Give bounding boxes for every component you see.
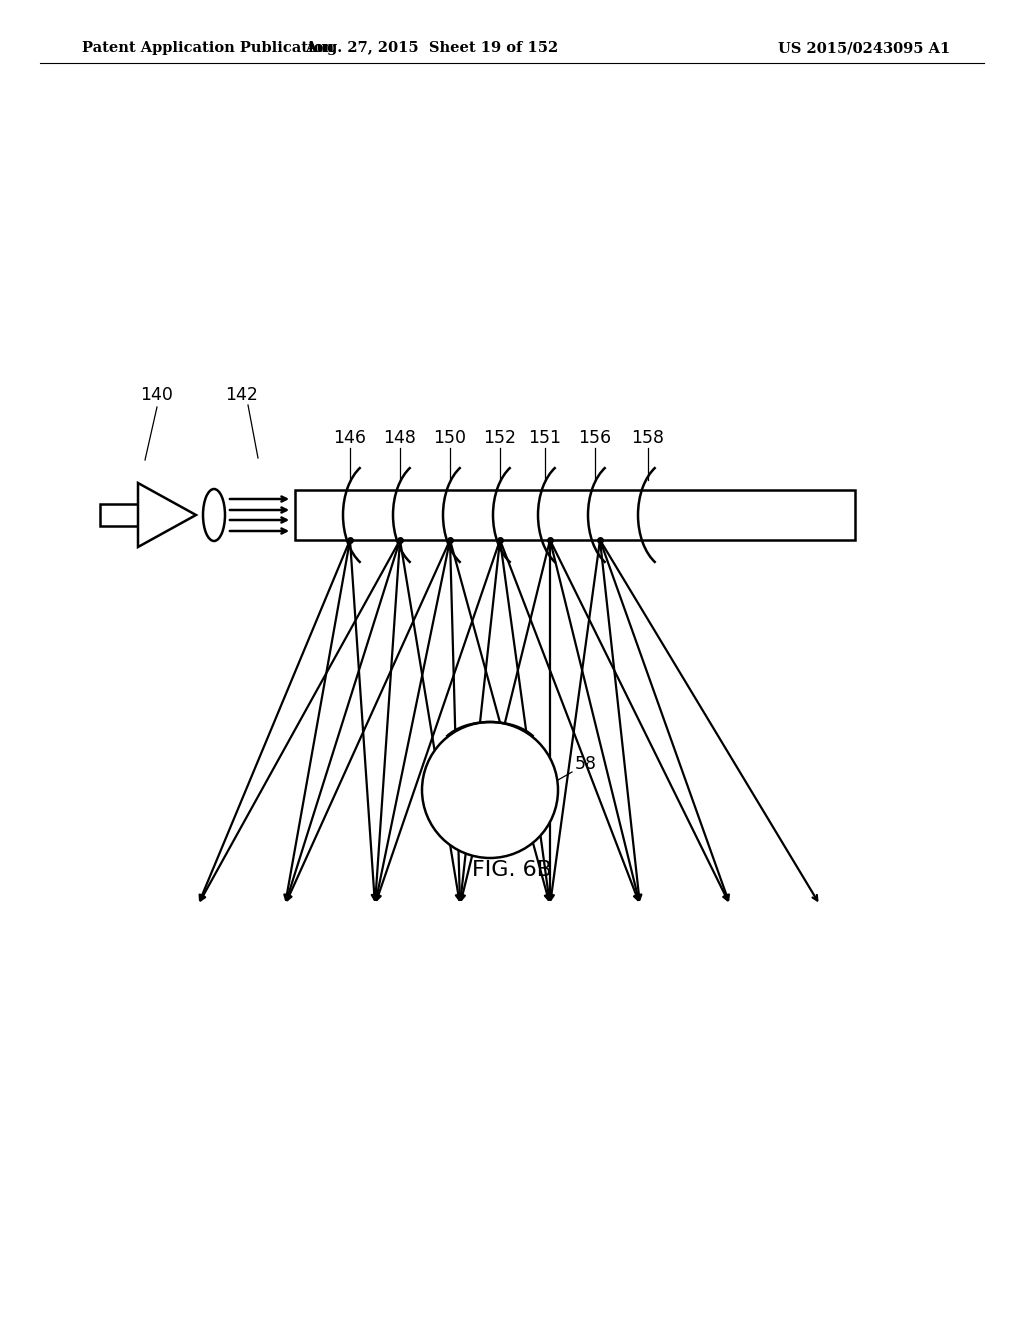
- Text: 158: 158: [632, 429, 665, 447]
- Bar: [100, 504, 138, 525]
- Text: 142: 142: [225, 385, 258, 404]
- Text: 152: 152: [483, 429, 516, 447]
- Bar: [295, 490, 855, 540]
- Text: 140: 140: [140, 385, 173, 404]
- Text: 58: 58: [575, 755, 597, 774]
- Polygon shape: [138, 483, 196, 546]
- Text: 150: 150: [433, 429, 467, 447]
- Text: FIG. 6B: FIG. 6B: [472, 861, 552, 880]
- Text: Patent Application Publication: Patent Application Publication: [82, 41, 334, 55]
- Text: 148: 148: [384, 429, 417, 447]
- Circle shape: [422, 722, 558, 858]
- Text: US 2015/0243095 A1: US 2015/0243095 A1: [778, 41, 950, 55]
- Text: 156: 156: [579, 429, 611, 447]
- Text: 146: 146: [334, 429, 367, 447]
- Text: Aug. 27, 2015  Sheet 19 of 152: Aug. 27, 2015 Sheet 19 of 152: [305, 41, 559, 55]
- Text: 151: 151: [528, 429, 561, 447]
- Ellipse shape: [203, 488, 225, 541]
